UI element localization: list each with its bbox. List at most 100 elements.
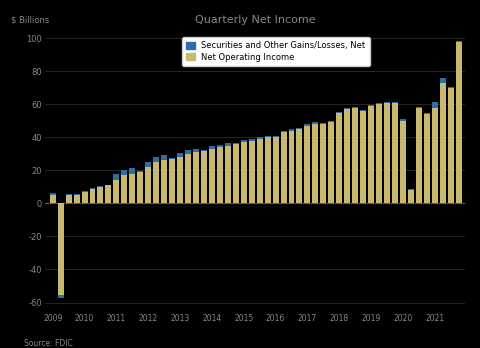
Bar: [129, 168, 135, 174]
Bar: [90, 189, 96, 203]
Bar: [408, 189, 414, 190]
Bar: [384, 102, 390, 103]
Bar: [297, 129, 302, 203]
Bar: [113, 180, 120, 203]
Bar: [344, 109, 350, 203]
Bar: [161, 160, 167, 203]
Bar: [424, 113, 430, 114]
Bar: [145, 162, 151, 167]
Title: Quarterly Net Income: Quarterly Net Income: [194, 15, 315, 25]
Bar: [50, 195, 56, 203]
Bar: [249, 139, 255, 141]
Bar: [201, 151, 207, 203]
Bar: [400, 119, 406, 121]
Bar: [129, 174, 135, 203]
Bar: [400, 121, 406, 203]
Bar: [145, 167, 151, 203]
Bar: [121, 175, 127, 203]
Bar: [97, 187, 104, 203]
Bar: [440, 78, 446, 83]
Bar: [153, 157, 159, 162]
Text: Source: FDIC: Source: FDIC: [24, 339, 73, 348]
Bar: [273, 136, 278, 137]
Bar: [209, 149, 215, 203]
Bar: [82, 192, 87, 203]
Bar: [50, 193, 56, 195]
Bar: [320, 123, 326, 124]
Bar: [320, 124, 326, 203]
Bar: [90, 188, 96, 189]
Bar: [217, 144, 223, 147]
Bar: [368, 105, 374, 106]
Bar: [312, 124, 318, 203]
Bar: [177, 152, 183, 157]
Bar: [58, 295, 64, 298]
Bar: [448, 88, 454, 203]
Bar: [233, 143, 239, 144]
Bar: [448, 87, 454, 88]
Bar: [257, 139, 263, 203]
Bar: [328, 122, 334, 203]
Bar: [225, 145, 231, 203]
Bar: [121, 171, 127, 175]
Bar: [424, 114, 430, 203]
Bar: [280, 132, 287, 203]
Bar: [288, 131, 294, 203]
Bar: [97, 186, 104, 187]
Bar: [249, 141, 255, 203]
Bar: [384, 103, 390, 203]
Bar: [169, 159, 175, 203]
Bar: [137, 171, 143, 172]
Bar: [185, 154, 191, 203]
Bar: [153, 162, 159, 203]
Bar: [304, 126, 311, 203]
Bar: [368, 106, 374, 203]
Bar: [312, 122, 318, 124]
Bar: [376, 103, 382, 104]
Bar: [169, 158, 175, 159]
Bar: [209, 146, 215, 149]
Bar: [280, 131, 287, 132]
Bar: [416, 106, 422, 108]
Bar: [264, 136, 271, 137]
Bar: [408, 190, 414, 203]
Bar: [233, 144, 239, 203]
Bar: [360, 111, 366, 203]
Bar: [73, 195, 80, 203]
Bar: [344, 108, 350, 109]
Bar: [288, 129, 294, 131]
Bar: [456, 40, 462, 41]
Bar: [304, 125, 311, 126]
Legend: Securities and Other Gains/Losses, Net, Net Operating Income: Securities and Other Gains/Losses, Net, …: [182, 37, 370, 66]
Bar: [82, 190, 87, 192]
Bar: [58, 203, 64, 298]
Text: $ Billions: $ Billions: [11, 15, 49, 24]
Bar: [257, 137, 263, 139]
Bar: [106, 185, 111, 203]
Bar: [225, 143, 231, 145]
Bar: [177, 157, 183, 203]
Bar: [273, 137, 278, 203]
Bar: [432, 102, 438, 108]
Bar: [217, 147, 223, 203]
Bar: [161, 155, 167, 160]
Bar: [66, 194, 72, 195]
Bar: [264, 137, 271, 203]
Bar: [328, 121, 334, 122]
Bar: [185, 150, 191, 154]
Bar: [392, 103, 398, 203]
Bar: [193, 149, 199, 152]
Bar: [113, 174, 120, 180]
Bar: [392, 102, 398, 103]
Bar: [352, 107, 358, 108]
Bar: [193, 152, 199, 203]
Bar: [66, 195, 72, 203]
Bar: [241, 142, 247, 203]
Bar: [297, 128, 302, 129]
Bar: [336, 112, 342, 203]
Bar: [456, 41, 462, 203]
Bar: [440, 83, 446, 203]
Bar: [376, 104, 382, 203]
Bar: [73, 194, 80, 195]
Bar: [106, 184, 111, 185]
